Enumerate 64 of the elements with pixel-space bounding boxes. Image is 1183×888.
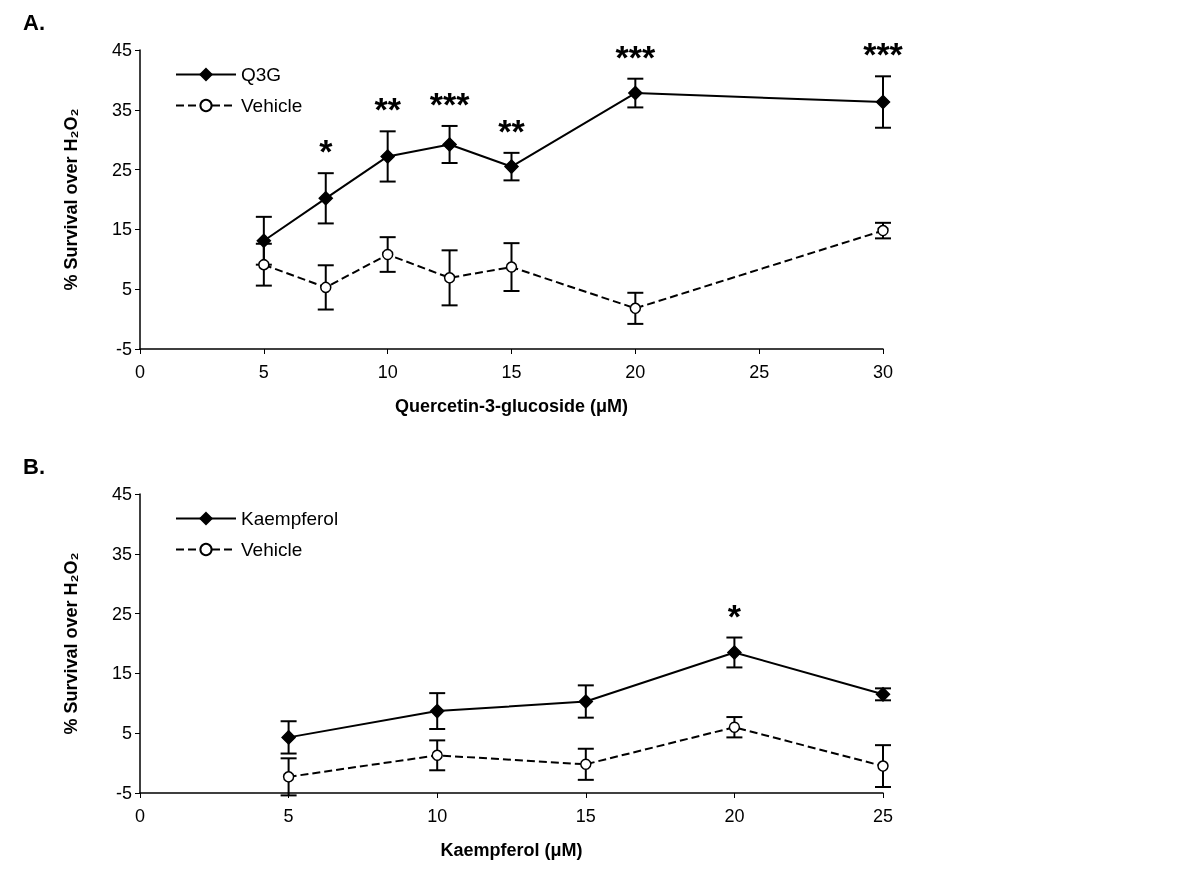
legend-label: Vehicle <box>241 95 303 116</box>
legend-label: Vehicle <box>241 539 303 560</box>
x-tick-label: 30 <box>872 362 894 382</box>
point <box>380 149 395 164</box>
annotation: * <box>727 596 742 635</box>
point <box>318 191 333 206</box>
x-tick-label: 0 <box>134 362 146 382</box>
point <box>258 258 270 271</box>
annotation: * <box>319 132 334 171</box>
y-tick-label: 15 <box>111 663 132 684</box>
annotation: *** <box>615 37 656 76</box>
chart-title: A. <box>23 9 45 35</box>
point <box>877 760 889 772</box>
point <box>256 233 272 249</box>
point <box>282 771 295 783</box>
x-tick-label: 5 <box>258 362 269 382</box>
y-tick-label: -5 <box>115 783 132 803</box>
y-tick-label: 35 <box>111 543 132 564</box>
y-tick-label: 25 <box>111 603 132 624</box>
y-tick-label: 5 <box>121 279 132 300</box>
point <box>505 261 518 273</box>
x-tick-label: 20 <box>724 806 745 826</box>
point <box>580 758 592 771</box>
point <box>320 281 332 294</box>
point <box>578 694 594 709</box>
point <box>875 94 891 110</box>
point <box>431 749 443 762</box>
y-tick-label: 15 <box>111 219 132 240</box>
x-tick-label: 10 <box>377 362 398 382</box>
x-tick-label: 5 <box>283 806 294 826</box>
y-tick-label: 45 <box>111 40 132 60</box>
point <box>628 85 643 101</box>
x-tick-label: 15 <box>501 362 522 382</box>
x-tick-label: 10 <box>427 806 448 826</box>
point <box>629 302 642 315</box>
y-tick-label: 45 <box>111 484 132 504</box>
x-tick-label: 20 <box>625 362 646 382</box>
y-tick-label: 5 <box>121 723 132 744</box>
point <box>442 137 457 152</box>
y-axis-title: % Survival over H₂O₂ <box>61 552 81 735</box>
annotation: *** <box>863 35 904 74</box>
x-tick-label: 0 <box>134 806 146 826</box>
annotation: ** <box>498 111 526 150</box>
y-axis-title: % Survival over H₂O₂ <box>61 108 81 291</box>
annotation: *** <box>429 84 471 123</box>
legend-label: Kaempferol <box>241 508 339 529</box>
y-tick-label: 25 <box>111 159 132 180</box>
point <box>429 703 445 719</box>
x-axis-title: Kaempferol (μM) <box>440 840 583 860</box>
x-tick-label: 15 <box>575 806 596 826</box>
point <box>443 272 456 284</box>
x-axis-title: Quercetin-3-glucoside (μM) <box>394 396 629 416</box>
point <box>728 721 741 733</box>
point <box>727 645 742 660</box>
legend-label: Q3G <box>241 64 282 85</box>
point <box>381 248 394 261</box>
chart-title: B. <box>23 453 45 479</box>
x-tick-label: 25 <box>749 362 770 382</box>
point <box>281 730 296 745</box>
annotation: ** <box>374 90 402 129</box>
x-tick-label: 25 <box>872 806 894 826</box>
y-tick-label: -5 <box>115 339 132 359</box>
y-tick-label: 35 <box>111 99 132 120</box>
point <box>504 159 519 174</box>
